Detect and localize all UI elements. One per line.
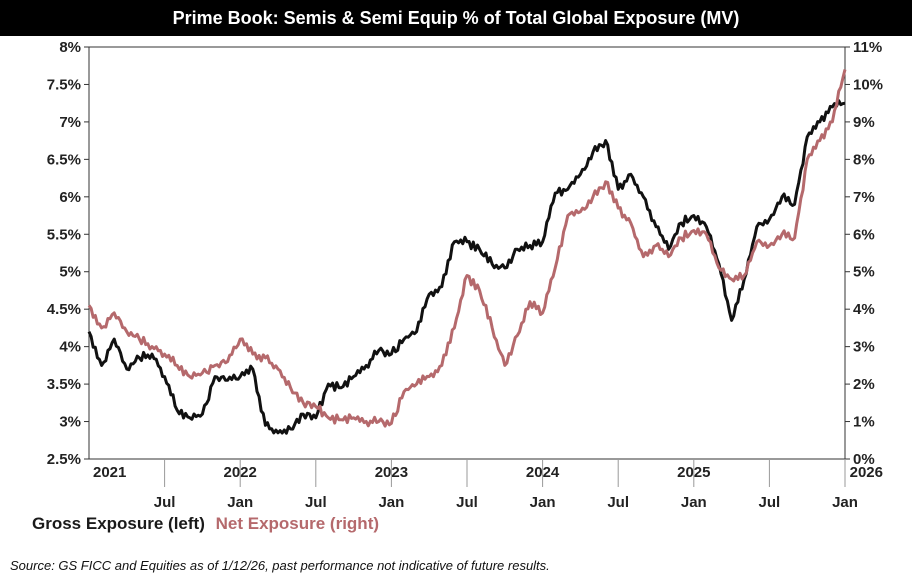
right-tick-label: 8% — [853, 151, 875, 168]
right-tick-label: 11% — [853, 39, 882, 56]
right-tick-label: 10% — [853, 76, 883, 93]
left-tick-label: 3.5% — [47, 376, 81, 393]
gridlines — [88, 46, 846, 460]
left-tick-label: 6.5% — [47, 151, 81, 168]
legend-net: Net Exposure (right) — [215, 514, 380, 533]
x-tick-label: Jul — [456, 494, 478, 511]
right-tick-label: 9% — [853, 114, 875, 131]
series-line-gross — [87, 99, 846, 435]
line-chart: 2.5% 3% 3.5% 4% 4.5% 5% 5.5% 6% 6.5% 7% 7.5% 8% 0% 1… — [47, 39, 883, 511]
right-tick-label: 4% — [853, 301, 875, 318]
x-tick-label: Jul — [607, 494, 629, 511]
left-tick-label: 5% — [59, 264, 81, 281]
left-tick-label: 7.5% — [47, 76, 81, 93]
right-tick-label: 6% — [853, 226, 875, 243]
x-tick-label: Jul — [154, 494, 176, 511]
left-tick-label: 8% — [59, 39, 81, 56]
left-tick-label: 4% — [59, 339, 81, 356]
right-tick-label: 5% — [853, 264, 875, 281]
year-label: 2026 — [850, 464, 883, 481]
left-tick-label: 3% — [59, 414, 81, 431]
series-lines — [87, 69, 847, 435]
x-tick-label: Jan — [832, 494, 858, 511]
x-tick-label: Jan — [530, 494, 556, 511]
x-tick-label: Jan — [378, 494, 404, 511]
legend-gross: Gross Exposure (left) — [32, 514, 205, 533]
right-tick-label: 2% — [853, 376, 875, 393]
x-tick-label: Jul — [759, 494, 781, 511]
right-tick-label: 0% — [853, 451, 875, 468]
legend: Gross Exposure (left) Net Exposure (righ… — [32, 514, 379, 534]
left-y-axis: 2.5% 3% 3.5% 4% 4.5% 5% 5.5% 6% 6.5% 7% 7.5% 8% — [47, 39, 89, 468]
x-tick-label: Jan — [681, 494, 707, 511]
left-tick-label: 7% — [59, 114, 81, 131]
x-tick-label: Jul — [305, 494, 327, 511]
chart-title: Prime Book: Semis & Semi Equip % of Tota… — [0, 0, 912, 36]
right-tick-label: 1% — [853, 414, 875, 431]
left-tick-label: 6% — [59, 189, 81, 206]
left-tick-label: 5.5% — [47, 226, 81, 243]
plot-frame — [88, 46, 846, 460]
left-tick-label: 2.5% — [47, 451, 81, 468]
x-tick-label: Jan — [227, 494, 253, 511]
left-tick-label: 4.5% — [47, 301, 81, 318]
series-line-net — [87, 69, 847, 428]
right-tick-label: 3% — [853, 339, 875, 356]
source-note: Source: GS FICC and Equities as of 1/12/… — [10, 558, 550, 573]
right-tick-label: 7% — [853, 189, 875, 206]
year-label: 2021 — [93, 464, 126, 481]
right-y-axis: 0% 1% 2% 3% 4% 5% 6% 7% 8% 9% 10% 11% — [845, 39, 883, 468]
